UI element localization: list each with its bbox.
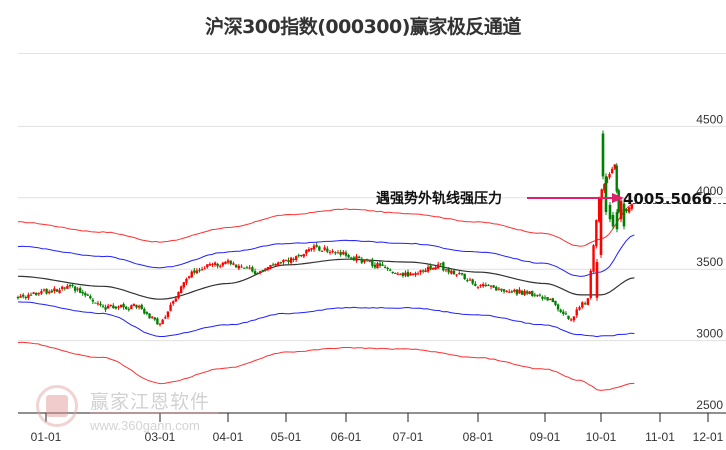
x-tick-label: 09-01	[530, 430, 561, 444]
y-tick-label: 4500	[696, 112, 723, 126]
x-tick-label: 01-01	[31, 430, 62, 444]
x-tick-label: 07-01	[393, 430, 424, 444]
x-tick-label: 04-01	[213, 430, 244, 444]
y-tick-label: 4000	[696, 184, 723, 198]
x-tick-label: 11-01	[645, 430, 675, 444]
x-tick-label: 06-01	[331, 430, 362, 444]
annotation-text: 遇强势外轨线强压力	[376, 190, 502, 207]
x-tick-label: 08-01	[463, 430, 494, 444]
x-axis: 01-01 03-01 04-01 05-01 06-01 07-01 08-01 09-01…	[18, 412, 726, 444]
watermark-name: 赢家江恩软件	[90, 391, 211, 413]
y-tick-label: 3000	[696, 327, 723, 341]
y-tick-label: 3500	[696, 255, 723, 269]
inner_upper-line	[17, 234, 635, 277]
outer_lower-line	[17, 341, 635, 391]
x-tick-label: 03-01	[145, 430, 176, 444]
x-tick-label: 05-01	[271, 430, 302, 444]
y-tick-label: 2500	[696, 398, 723, 412]
inner_lower-line	[17, 301, 635, 338]
watermark-url: www.360gann.com	[90, 418, 200, 433]
pressure-annotation: 遇强势外轨线强压力 4005.5066	[376, 190, 712, 208]
x-tick-label: 12-01	[693, 430, 724, 444]
candlesticks	[16, 130, 726, 327]
watermark-logo: 赢家江恩软件 www.360gann.com	[18, 383, 218, 443]
middle-line	[17, 258, 635, 300]
outer_upper-line	[17, 203, 635, 247]
x-tick-label: 10-01	[586, 430, 617, 444]
arrow-head-icon	[612, 193, 624, 203]
title-divider	[18, 53, 726, 54]
watermark-divider	[90, 412, 218, 414]
annotation-value: 4005.5066	[623, 190, 712, 208]
seal-icon	[36, 385, 78, 427]
chart-title: 沪深300指数(000300)赢家极反通道	[205, 16, 521, 38]
gridlines	[18, 125, 726, 342]
channel-bands	[17, 203, 635, 391]
y-axis-labels: 2500 3000 3500 4000 4500	[696, 112, 723, 412]
